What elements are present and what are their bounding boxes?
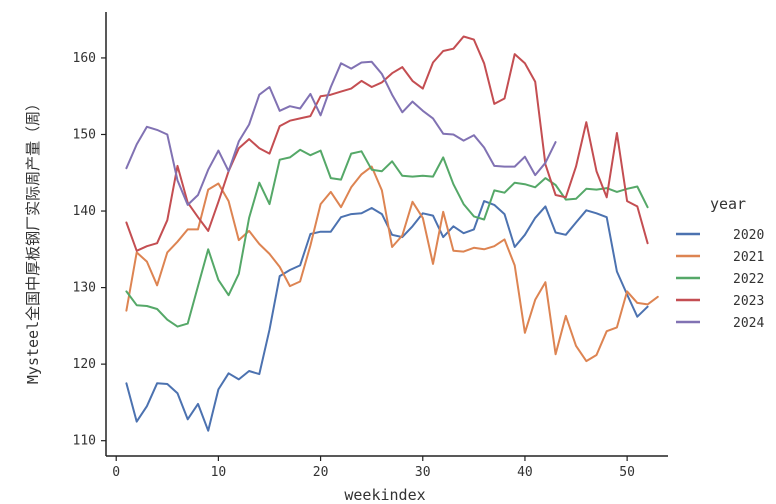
legend-label: 2022 [733,272,764,287]
y-axis-title: Mysteel全国中厚板钢厂实际周产量（周） [24,96,42,384]
series-line-2023 [125,35,649,252]
y-axis-ticks: 110 120 130 140 150 160 [73,51,106,449]
legend-label: 2020 [733,228,764,243]
y-axis: 110 120 130 140 150 160 [73,12,107,456]
x-tick-label: 20 [313,465,329,480]
legend-label: 2023 [733,294,764,309]
y-tick-label: 120 [73,357,96,372]
legend-item-2020: 2020 [676,228,764,243]
x-axis: 0 10 20 30 40 50 [106,455,668,480]
y-tick-label: 110 [73,434,96,449]
legend-label: 2024 [733,316,764,331]
legend-item-2023: 2023 [676,294,764,309]
legend-item-2021: 2021 [676,250,764,265]
legend-label: 2021 [733,250,764,265]
x-tick-label: 0 [112,465,120,480]
legend-items: 2020 2021 2022 2023 2024 [676,228,764,331]
y-tick-label: 150 [73,127,96,142]
x-tick-label: 50 [619,465,635,480]
legend: year 2020 2021 2022 2023 2024 [676,195,764,331]
series-line-2021 [125,165,659,363]
legend-title: year [710,195,746,213]
legend-item-2022: 2022 [676,272,764,287]
series-line-2020 [125,200,649,432]
x-axis-ticks: 0 10 20 30 40 50 [112,456,635,480]
x-tick-label: 10 [211,465,227,480]
legend-item-2024: 2024 [676,316,764,331]
y-tick-label: 130 [73,281,96,296]
x-tick-label: 30 [415,465,431,480]
y-tick-label: 140 [73,204,96,219]
x-tick-label: 40 [517,465,533,480]
y-tick-label: 160 [73,51,96,66]
plot-area [125,35,659,432]
x-axis-title: weekindex [344,486,425,504]
series-line-2024 [125,60,557,206]
series-line-2022 [125,148,649,328]
